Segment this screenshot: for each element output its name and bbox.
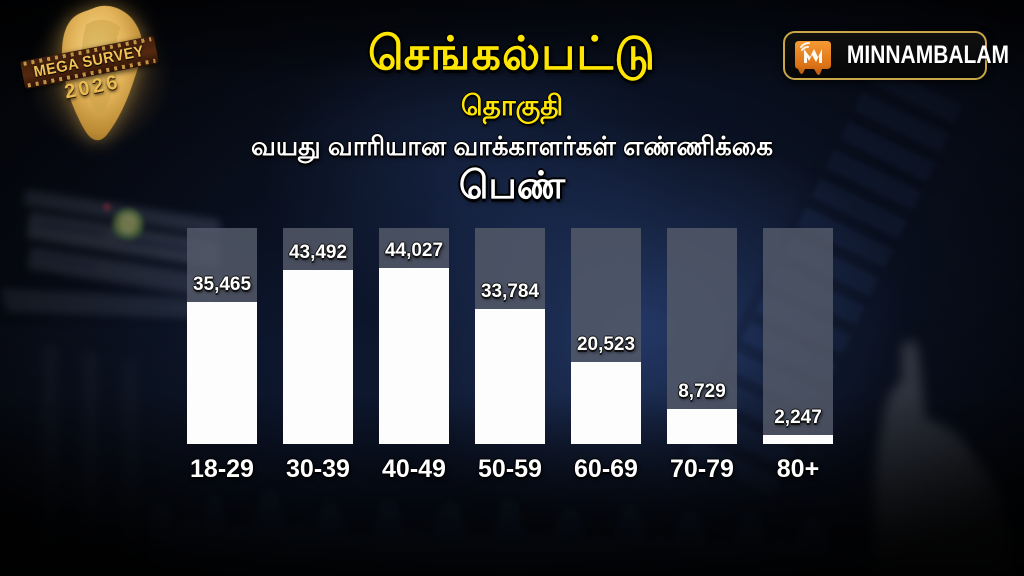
bar-chart: 35,465 18-29 43,492 30-39 44,027 40-49 33,784 5… (187, 228, 833, 484)
bar-fill (571, 362, 641, 444)
bar-group: 44,027 40-49 (379, 228, 449, 484)
bar-value-label: 35,465 (192, 274, 252, 295)
logo-text: MINNAMBALAM (846, 41, 1010, 69)
bar-value-label: 2,247 (774, 407, 822, 428)
chart-title: வயது வாரியான வாக்காளர்கள் எண்ணிக்கை (250, 131, 774, 161)
bar-track: 20,523 (571, 228, 641, 444)
bar-category-label: 30-39 (286, 455, 350, 483)
constituency-title: செங்கல்பட்டு (367, 27, 657, 79)
bar-category-label: 80+ (776, 455, 820, 483)
bar-fill (763, 435, 833, 444)
bar-category-label: 70-79 (670, 455, 734, 483)
bar-fill (475, 309, 545, 444)
bar-value-label: 44,027 (384, 240, 444, 261)
bar-category-label: 40-49 (382, 455, 446, 483)
bar-track: 35,465 (187, 228, 257, 444)
minnambalam-m-icon (795, 40, 831, 75)
mega-survey-badge: MEGA SURVEY 2026 (11, 0, 186, 155)
bar-track: 43,492 (283, 228, 353, 444)
bar-value-label: 43,492 (288, 242, 348, 263)
bar-group: 33,784 50-59 (475, 228, 545, 484)
gender-label: பெண் (458, 165, 566, 207)
bar-value-label: 8,729 (678, 381, 726, 402)
bar-fill (379, 268, 449, 444)
bar-category-label: 60-69 (574, 455, 638, 483)
bar-value-label: 33,784 (480, 281, 540, 302)
bar-track: 44,027 (379, 228, 449, 444)
bar-fill (187, 302, 257, 444)
bar-group: 20,523 60-69 (571, 228, 641, 484)
bar-fill (283, 270, 353, 444)
bar-value-label: 20,523 (576, 334, 636, 355)
minnambalam-logo: MINNAMBALAM (783, 31, 1009, 80)
bar-fill (667, 409, 737, 444)
bar-category-label: 50-59 (478, 455, 542, 483)
constituency-word: தொகுதி (460, 90, 564, 121)
bar-group: 8,729 70-79 (667, 228, 737, 484)
bar-track: 33,784 (475, 228, 545, 444)
bar-category-label: 18-29 (190, 455, 254, 483)
bar-group: 2,247 80+ (763, 228, 833, 484)
bar-track: 2,247 (763, 228, 833, 444)
bar-group: 43,492 30-39 (283, 228, 353, 484)
bar-group: 35,465 18-29 (187, 228, 257, 484)
bar-track: 8,729 (667, 228, 737, 444)
